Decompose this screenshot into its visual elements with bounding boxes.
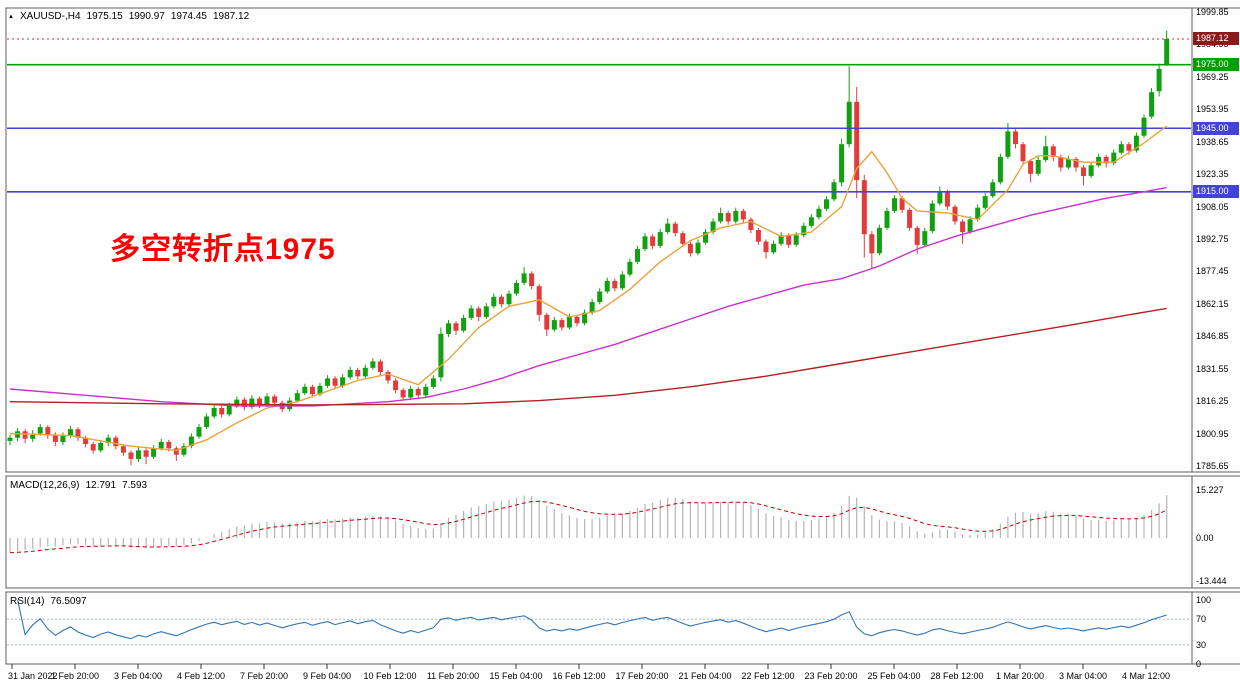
time-axis-label: 10 Feb 12:00	[363, 671, 417, 681]
price-scale-label: 1800.95	[1196, 428, 1229, 439]
time-axis-label: 17 Feb 20:00	[615, 671, 669, 681]
price-scale-label: 1999.85	[1196, 7, 1229, 17]
macd-histogram	[9, 495, 1168, 553]
price-scale-label: 1953.95	[1196, 104, 1229, 115]
price-scale-label: 1846.85	[1196, 331, 1229, 342]
rsi-scale-label: 70	[1196, 614, 1207, 625]
time-axis-label: 4 Mar 12:00	[1121, 671, 1171, 681]
chart-title-bar: ▲ XAUUSD-,H4 1975.15 1990.97 1974.45 198…	[8, 11, 249, 22]
macd-indicator-label: MACD(12,26,9) 12.791 7.593	[10, 480, 147, 491]
price-scale-label: 1831.55	[1196, 363, 1229, 374]
macd-value-main: 12.791	[85, 480, 117, 491]
rsi-scale-label: 100	[1196, 595, 1212, 605]
rsi-name: RSI(14)	[10, 596, 45, 607]
price-scale-label: 1969.25	[1196, 71, 1229, 82]
rsi-scale-label: 0	[1196, 659, 1202, 669]
rsi-scale-label: 30	[1196, 639, 1207, 650]
slow-ma-line	[9, 307, 1167, 406]
price-scale-label: 1938.65	[1196, 136, 1229, 147]
price-level-badge: 1945.00	[1193, 121, 1239, 135]
price-scale-label: 1908.05	[1196, 201, 1229, 212]
symbol-period-label: XAUUSD-,H4	[19, 11, 81, 22]
price-level-badge: 1975.00	[1193, 58, 1239, 72]
macd-name: MACD(12,26,9)	[10, 480, 80, 491]
panel-border	[5, 591, 1193, 665]
rsi-value: 76.5097	[50, 596, 87, 607]
time-axis-label: 22 Feb 12:00	[741, 671, 795, 681]
macd-scale-label: 0.00	[1196, 533, 1214, 543]
time-axis-label: 15 Feb 04:00	[489, 671, 543, 681]
price-scale-label: 1923.35	[1196, 169, 1229, 180]
rsi-indicator-label: RSI(14) 76.5097	[10, 596, 87, 607]
rsi-line	[17, 599, 1167, 640]
time-axis-label: 9 Feb 04:00	[302, 671, 352, 681]
expand-arrow-icon[interactable]: ▲	[8, 13, 14, 20]
time-axis-label: 25 Feb 04:00	[867, 671, 921, 681]
time-axis-label: 3 Mar 04:00	[1058, 671, 1108, 681]
time-axis-label: 7 Feb 20:00	[239, 671, 289, 681]
panel-border	[5, 7, 1193, 473]
time-axis-label: 23 Feb 20:00	[804, 671, 858, 681]
time-axis-label: 31 Jan 2022	[8, 671, 58, 681]
time-axis-label: 11 Feb 20:00	[426, 671, 480, 681]
price-level-badge: 1915.00	[1193, 185, 1239, 199]
panel-border	[5, 475, 1193, 589]
ohlc-open: 1975.15	[86, 11, 123, 22]
ohlc-close: 1987.12	[213, 11, 250, 22]
time-axis-label: 1 Feb 20:00	[50, 671, 100, 681]
macd-value-signal: 7.593	[122, 480, 148, 491]
price-scale-label: 1877.45	[1196, 266, 1229, 277]
macd-scale-label: 15.227	[1196, 484, 1224, 495]
ohlc-low: 1974.45	[170, 11, 207, 22]
time-axis-label: 16 Feb 12:00	[552, 671, 606, 681]
price-scale-label: 1862.15	[1196, 298, 1229, 309]
price-scale-label: 1785.65	[1196, 461, 1229, 471]
time-axis-label: 21 Feb 04:00	[678, 671, 732, 681]
time-axis-label: 3 Feb 04:00	[113, 671, 163, 681]
price-scale-label: 1816.25	[1196, 396, 1229, 407]
ohlc-high: 1990.97	[128, 11, 165, 22]
price-scale-label: 1892.75	[1196, 234, 1229, 244]
time-axis-label: 28 Feb 12:00	[930, 671, 984, 681]
current-price-badge: 1987.12	[1193, 32, 1239, 46]
macd-scale-label: -13.444	[1196, 575, 1227, 586]
annotation-text: 多空转折点1975	[110, 233, 336, 266]
time-axis-label: 4 Feb 12:00	[176, 671, 226, 681]
time-axis-label: 1 Mar 20:00	[995, 671, 1045, 681]
fast-ma-line	[9, 125, 1168, 452]
